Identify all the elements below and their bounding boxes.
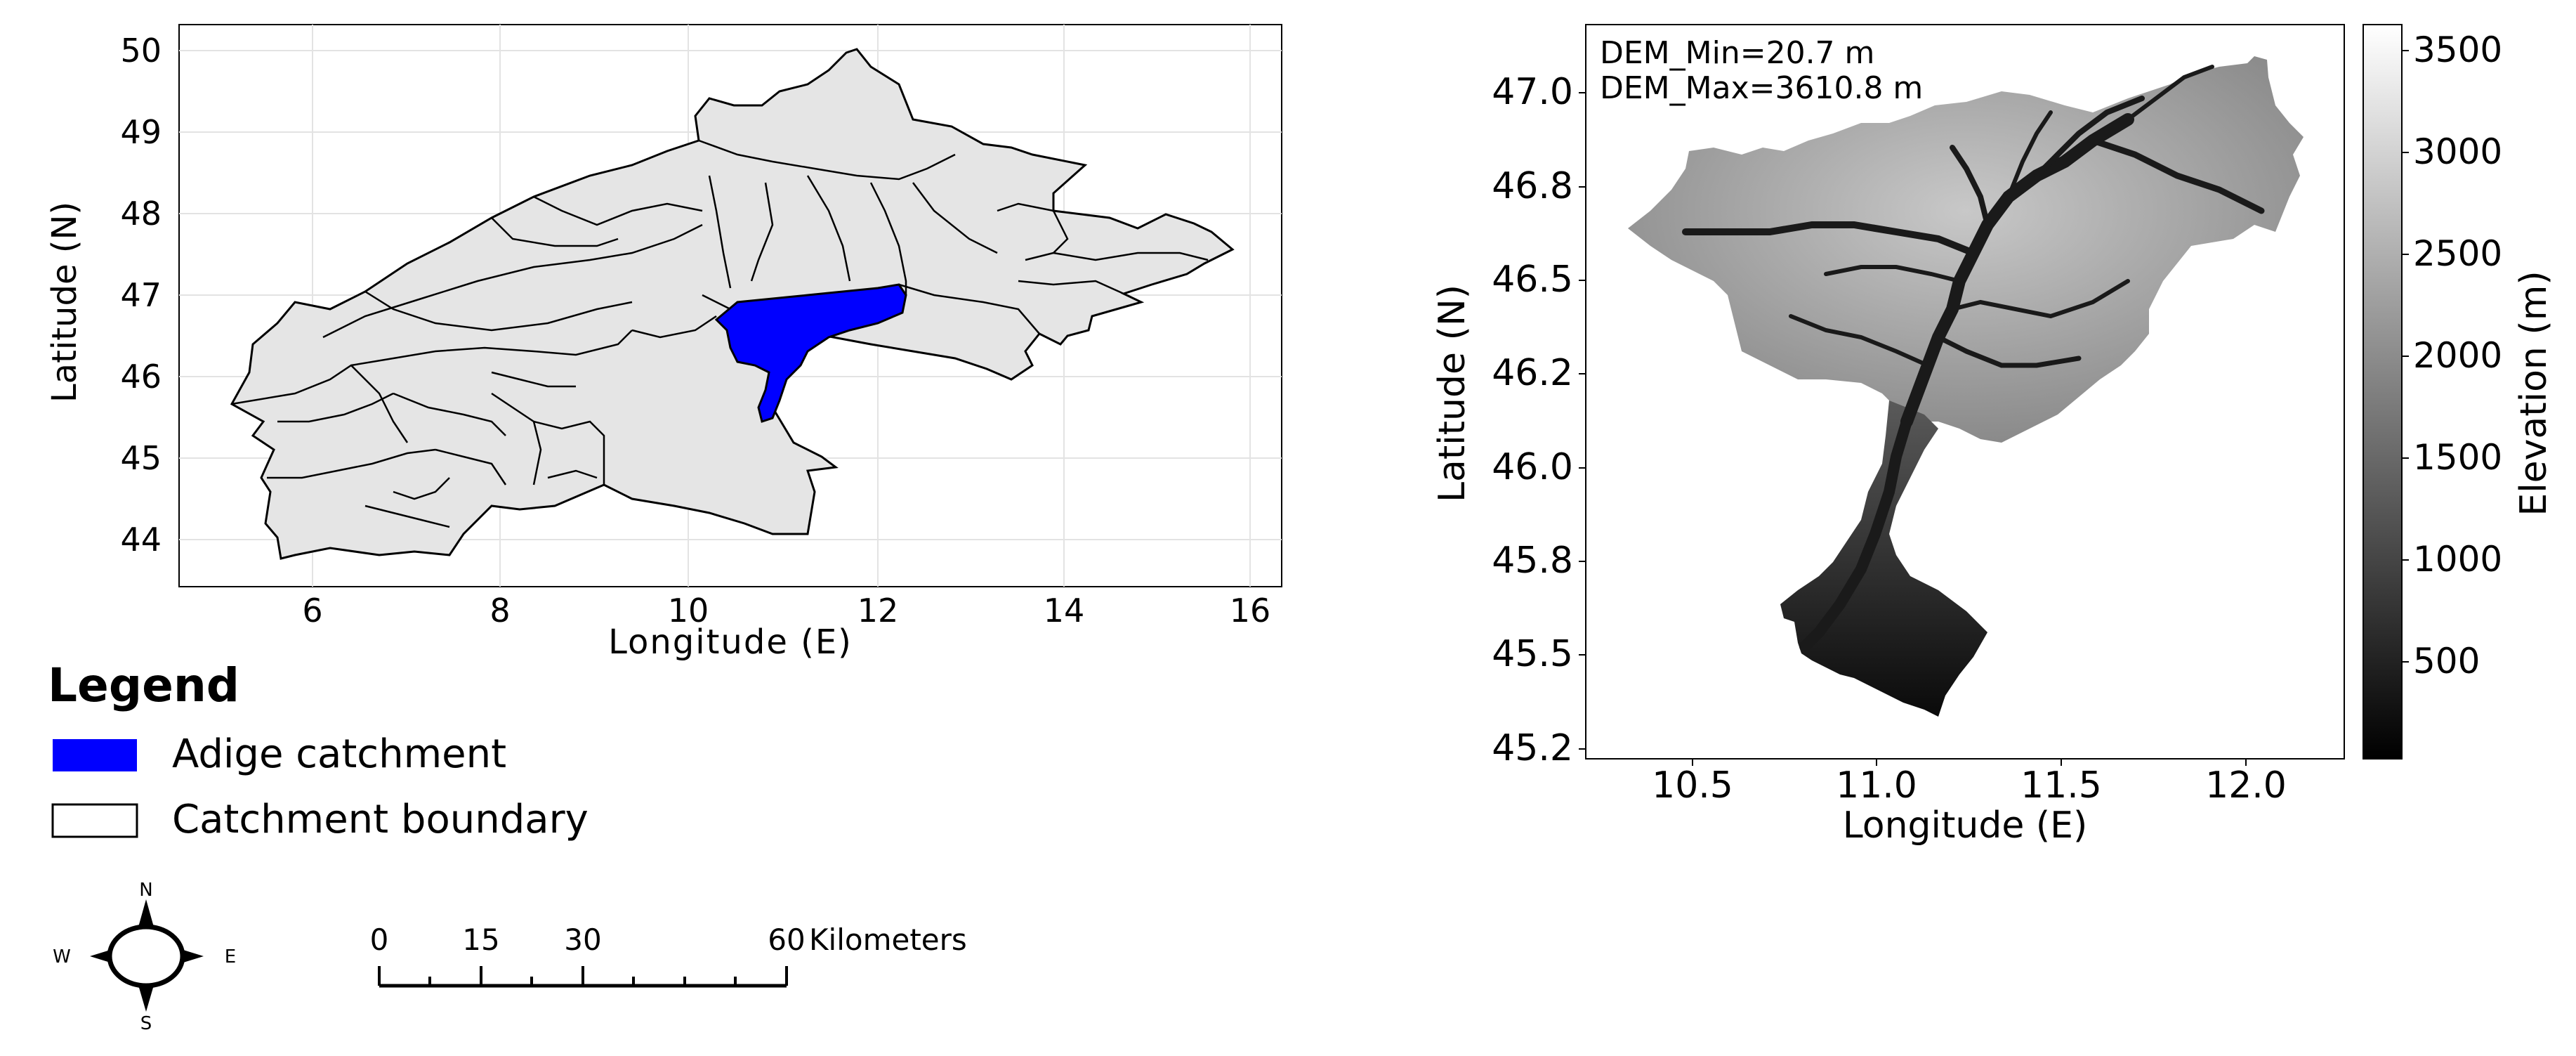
dem-min-label: DEM_Min=20.7 m: [1600, 35, 1874, 71]
right-y-axis-label: Latitude (N): [1431, 285, 1473, 502]
legend-swatch-boundary: [51, 803, 138, 838]
right-x-axis-label: Longitude (E): [1843, 804, 2088, 847]
scale-tick-label: 0: [370, 923, 389, 957]
legend-title: Legend: [48, 658, 239, 712]
north-arrow-icon: N S W E: [53, 880, 236, 1034]
scale-unit-label: Kilometers: [809, 923, 967, 957]
left-x-axis-label: Longitude (E): [608, 622, 853, 662]
left-x-tick: 8: [489, 592, 510, 630]
colorbar-tick: 2500: [2413, 233, 2502, 274]
colorbar-tick: 1000: [2413, 539, 2502, 580]
right-y-tick: 45.2: [1492, 727, 1573, 769]
compass-e: E: [225, 946, 236, 967]
right-map: DEM_Min=20.7 m DEM_Max=3610.8 m 45.2 45.…: [1431, 24, 2345, 847]
left-x-tick: 14: [1044, 592, 1085, 630]
dem-valleys: [1682, 65, 2265, 652]
left-y-tick: 44: [120, 521, 162, 559]
right-y-ticks: 45.2 45.5 45.8 46.0 46.2 46.5 46.8 47.0: [1492, 71, 1573, 769]
scale-tick-label: 60: [768, 923, 805, 957]
legend-label-adige: Adige catchment: [172, 731, 506, 777]
left-x-tick: 6: [302, 592, 322, 630]
compass-n: N: [139, 880, 152, 901]
left-y-ticks: 44 45 46 47 48 49 50: [120, 32, 162, 559]
sub-catchment-boundaries: [231, 139, 1209, 528]
colorbar: 500 1000 1500 2000 2500 3000 3500 Elevat…: [2363, 24, 2555, 760]
legend-swatch-adige: [53, 739, 137, 771]
right-y-tick: 46.0: [1492, 446, 1573, 488]
colorbar-tick: 3000: [2413, 131, 2502, 172]
right-x-tick: 12.0: [2205, 764, 2287, 807]
legend-label-boundary: Catchment boundary: [172, 797, 589, 842]
right-x-tick: 11.0: [1836, 764, 1917, 807]
scale-tick-label: 30: [564, 923, 601, 957]
right-x-tick: 10.5: [1652, 764, 1733, 807]
left-y-tick: 49: [120, 113, 162, 151]
left-y-tick: 46: [120, 358, 162, 396]
left-y-tick: 48: [120, 195, 162, 233]
legend: Legend Adige catchment Catchment boundar…: [48, 658, 589, 842]
dem-max-label: DEM_Max=3610.8 m: [1600, 70, 1923, 106]
left-y-tick: 45: [120, 439, 162, 477]
right-x-ticks: 10.5 11.0 11.5 12.0: [1652, 764, 2287, 807]
left-x-tick: 12: [857, 592, 899, 630]
catchment-region: [230, 48, 1235, 560]
right-y-tick: 46.5: [1492, 259, 1573, 301]
left-x-tick: 10: [668, 592, 709, 630]
adige-catchment: [714, 283, 907, 423]
left-y-tick: 50: [120, 32, 162, 70]
compass-w: W: [53, 946, 71, 967]
right-y-tick: 45.5: [1492, 633, 1573, 675]
compass-s: S: [140, 1013, 152, 1034]
left-x-ticks: 6 8 10 12 14 16: [302, 592, 1270, 630]
left-x-tick: 16: [1230, 592, 1271, 630]
left-y-tick: 47: [120, 276, 162, 314]
colorbar-tick: 1500: [2413, 437, 2502, 478]
left-y-axis-label: Latitude (N): [45, 202, 84, 403]
colorbar-ramp: [2363, 24, 2403, 760]
colorbar-tick: 2000: [2413, 335, 2502, 376]
scale-bar: 0 15 30 60 Kilometers: [370, 923, 967, 988]
scale-tick-label: 15: [462, 923, 499, 957]
right-y-tick: 46.8: [1492, 165, 1573, 207]
right-y-tick: 47.0: [1492, 71, 1573, 113]
left-map: 6 8 10 12 14 16 Longitude (E) 44 45 46 4…: [45, 24, 1282, 662]
right-y-tick: 45.8: [1492, 540, 1573, 582]
colorbar-label: Elevation (m): [2513, 270, 2555, 516]
colorbar-tick: 500: [2413, 641, 2480, 682]
dem-lower-valley: [1780, 400, 1987, 717]
colorbar-tick: 3500: [2413, 30, 2502, 70]
right-y-tick: 46.2: [1492, 352, 1573, 394]
right-x-tick: 11.5: [2020, 764, 2102, 807]
